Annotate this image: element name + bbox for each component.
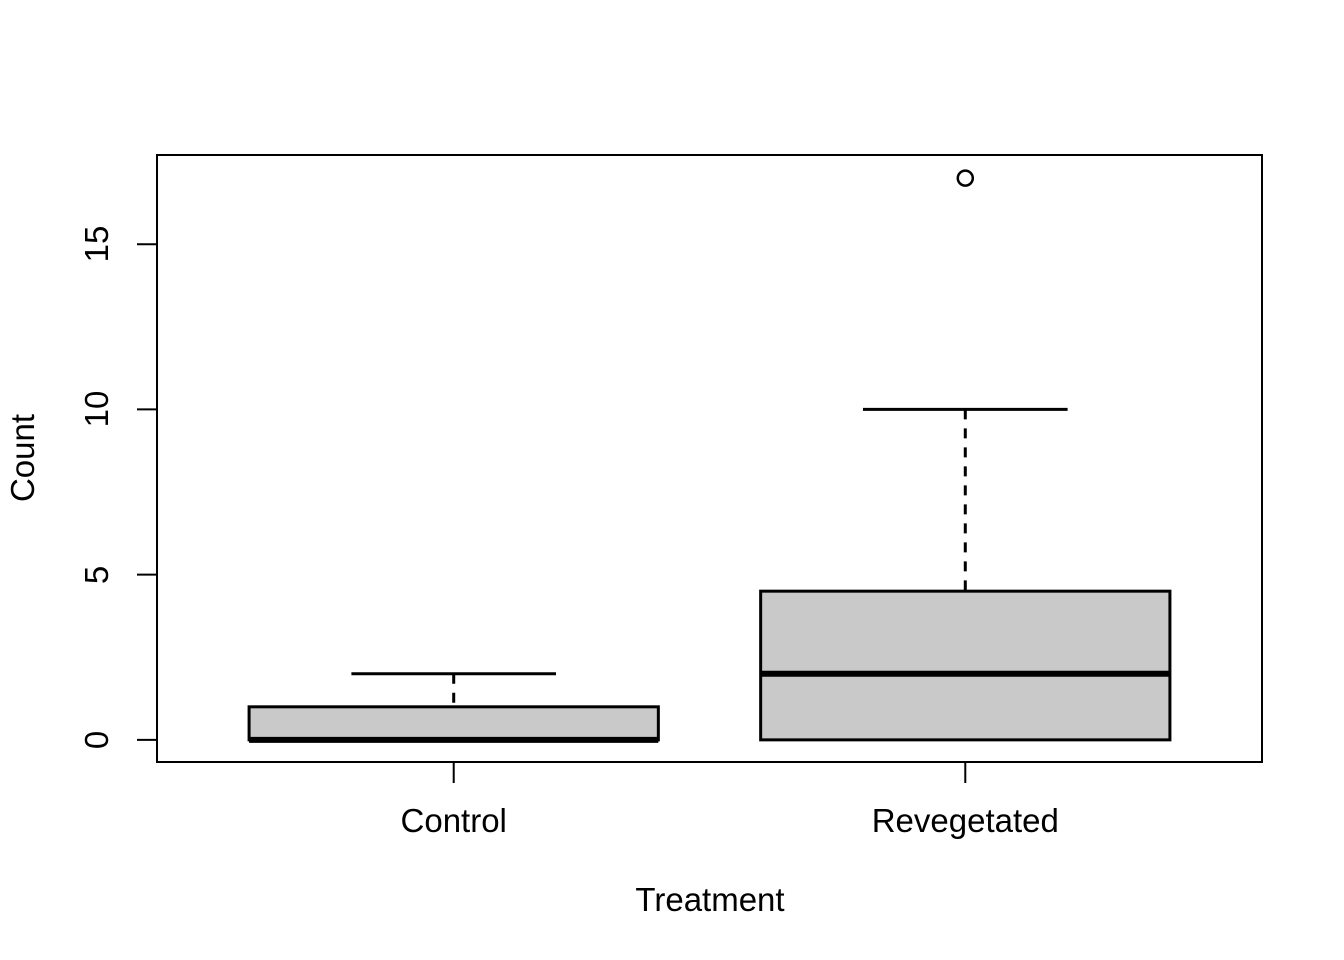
y-tick-label-15: 15 [77, 225, 115, 263]
plot-border [156, 154, 1263, 763]
y-tick-label-0: 0 [77, 730, 115, 750]
y-tick-label-10: 10 [77, 391, 115, 428]
x-tick-label-control: Control [400, 801, 507, 839]
y-axis-title: Count [3, 413, 41, 503]
x-tick-label-revegetated: Revegetated [871, 801, 1059, 839]
iqr-box-control [247, 705, 660, 742]
outlier-point-revegetated [956, 169, 975, 187]
iqr-box-revegetated [759, 589, 1172, 742]
x-axis-title: Treatment [635, 880, 785, 918]
y-tick-label-5: 5 [77, 565, 115, 584]
